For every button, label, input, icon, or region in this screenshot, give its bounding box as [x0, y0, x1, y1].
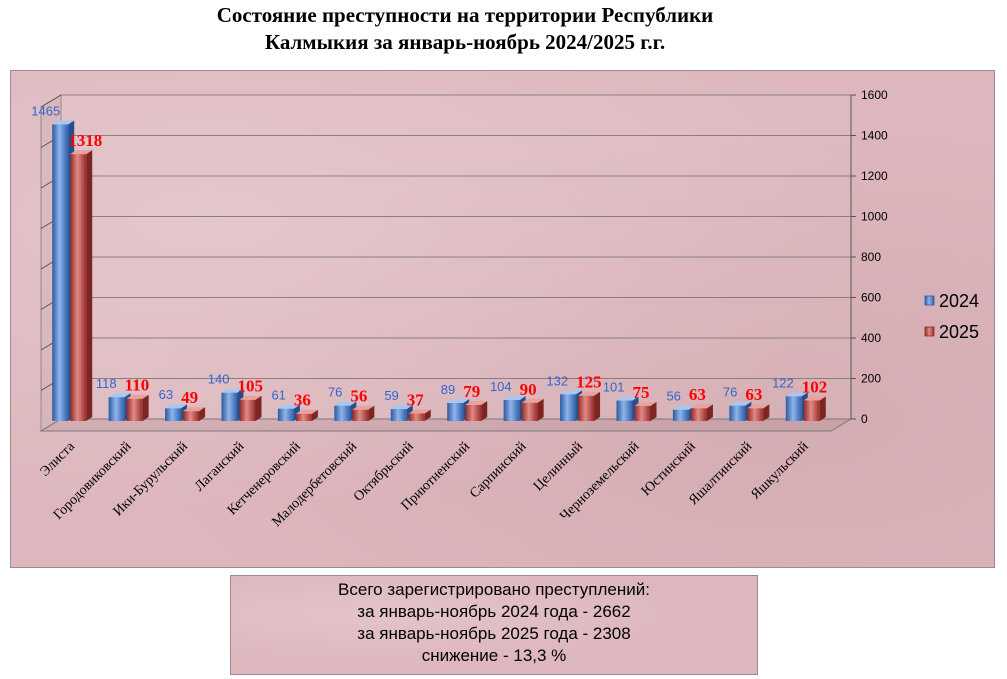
category-label: Целинный	[531, 439, 586, 494]
data-label-2024: 76	[328, 385, 342, 400]
y-tick-label: 800	[861, 250, 881, 264]
data-label-2024: 76	[723, 385, 737, 400]
data-label-2024: 56	[666, 389, 680, 404]
bar-2025	[352, 405, 375, 421]
data-label-2025: 63	[745, 385, 762, 404]
data-label-2024: 104	[490, 379, 512, 394]
data-label-2025: 105	[238, 377, 264, 396]
summary-2024: за январь-ноябрь 2024 года - 2662	[357, 602, 631, 621]
data-label-2025: 102	[802, 377, 828, 396]
bar-2025	[747, 404, 770, 421]
chart-title-line1: Состояние преступности на территории Рес…	[216, 3, 714, 27]
data-label-2025: 90	[520, 380, 537, 399]
data-label-2025: 125	[576, 373, 602, 392]
category-label: Лаганский	[192, 439, 248, 495]
data-label-2024: 1465	[31, 103, 60, 118]
data-label-2025: 49	[181, 388, 198, 407]
data-label-2025: 37	[407, 391, 425, 410]
data-label-2025: 56	[350, 387, 367, 406]
data-label-2024: 89	[441, 382, 455, 397]
summary-change: снижение - 13,3 %	[421, 646, 567, 665]
data-label-2025: 110	[125, 376, 150, 395]
bar-2025	[521, 398, 544, 421]
legend-swatch-2024	[924, 295, 935, 306]
y-tick-label: 400	[861, 331, 881, 345]
legend-swatch-2025	[924, 326, 935, 337]
chart-title-line2: Калмыкия за январь-ноябрь 2024/2025 г.г.	[264, 30, 666, 54]
bar-chart: 0 200 400 600 800 1000 1200 1400 1600 1465 1318 Эли…	[31, 88, 979, 530]
bar-2025	[126, 394, 149, 421]
summary-box: Всего зарегистрировано преступлений: за …	[230, 575, 758, 675]
bar-2025	[408, 409, 431, 421]
data-label-2024: 140	[208, 372, 230, 387]
data-label-2024: 101	[603, 380, 625, 395]
data-label-2024: 61	[271, 388, 285, 403]
data-label-2025: 75	[633, 383, 650, 402]
bar-2025	[295, 409, 318, 421]
chart-area: 0 200 400 600 800 1000 1200 1400 1600 1465 1318 Эли…	[10, 70, 995, 568]
category-label: Юстинский	[639, 439, 699, 499]
data-label-2025: 63	[689, 385, 706, 404]
data-label-2024: 118	[96, 376, 117, 391]
bar-2025	[634, 401, 657, 421]
y-tick-label: 200	[861, 372, 881, 386]
data-label-2024: 132	[546, 373, 568, 388]
data-label-2024: 122	[772, 375, 794, 390]
data-label-2025: 1318	[68, 131, 102, 150]
bar-2025	[183, 407, 206, 421]
y-tick-label: 1200	[861, 169, 888, 183]
bar-2025	[70, 150, 93, 421]
bar-2025	[465, 401, 488, 421]
y-tick-label: 600	[861, 291, 881, 305]
bar-2025	[690, 404, 713, 421]
side-gridline	[40, 94, 62, 108]
bar-2025	[239, 395, 262, 421]
data-label-2024: 59	[384, 388, 398, 403]
category-label: Сарпинский	[467, 439, 530, 502]
y-tick-label: 1400	[861, 129, 888, 143]
data-label-2024: 63	[159, 387, 173, 402]
legend-label-2024: 2024	[939, 291, 979, 311]
bar-2025	[578, 391, 601, 421]
data-label-2025: 79	[463, 382, 480, 401]
legend-label-2025: 2025	[939, 322, 979, 342]
bar-2024	[165, 404, 188, 421]
y-tick-label: 1600	[861, 88, 888, 102]
summary-2025: за январь-ноябрь 2025 года - 2308	[357, 624, 631, 643]
chart-title: Состояние преступности на территории Рес…	[0, 2, 930, 56]
category-label: Яшкульский	[748, 439, 812, 503]
y-tick-label: 0	[861, 412, 868, 426]
y-tick-label: 1000	[861, 210, 888, 224]
category-label: Элиста	[38, 439, 79, 480]
bar-2025	[803, 396, 826, 421]
summary-heading: Всего зарегистрировано преступлений:	[338, 580, 650, 599]
data-label-2025: 36	[294, 391, 311, 410]
